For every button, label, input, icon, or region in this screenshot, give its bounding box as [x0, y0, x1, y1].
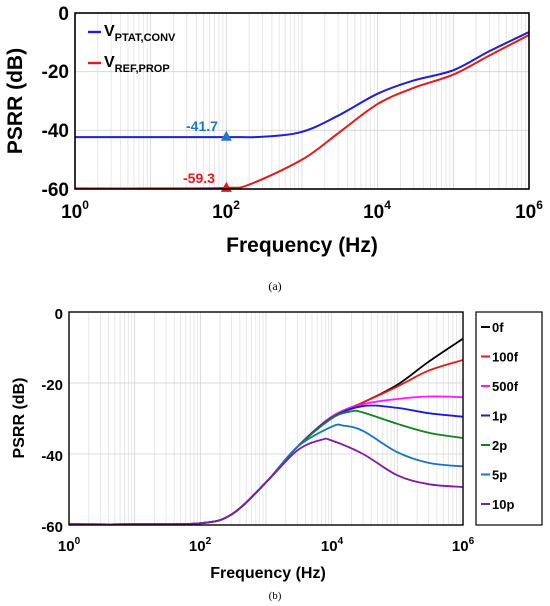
y-tick-label: -60: [42, 180, 69, 201]
y-axis-label: PSRR (dB): [11, 378, 28, 459]
y-tick-label: -40: [42, 121, 69, 142]
legend-label: 0f: [492, 320, 504, 335]
y-tick-label: 0: [55, 306, 63, 323]
x-tick-label: 106: [515, 198, 543, 223]
x-axis-label: Frequency (Hz): [210, 565, 326, 582]
y-tick-label: -60: [41, 519, 63, 536]
legend-label-vptat: VPTAT,CONV: [104, 23, 176, 44]
legend-label-vref: VREF,PROP: [104, 54, 170, 75]
chart-a-frame: [74, 12, 530, 190]
legend-label: 100f: [492, 350, 519, 365]
x-tick-label: 100: [61, 198, 89, 223]
chart-b-legend: 0f 100f 500f 1p 2p 5p 10p: [475, 311, 543, 526]
legend-label: 1p: [492, 409, 507, 424]
y-axis-label: PSRR (dB): [4, 48, 27, 154]
chart-a: VPTAT,CONV VREF,PROP -41.7 -59.3 0 -20 -…: [4, 4, 543, 293]
series-line-0: [74, 31, 530, 139]
chart-a-y-ticks: 0 -20 -40 -60: [42, 4, 69, 201]
chart-b-frame: [68, 311, 464, 526]
y-tick-label: -40: [41, 448, 63, 465]
legend-label: 5p: [492, 468, 507, 483]
legend-label: 2p: [492, 438, 507, 453]
chart-b: 0 -20 -40 -60 100 102 104 106 Frequency …: [11, 306, 543, 602]
series-line-6: [68, 437, 464, 526]
chart-b-grid: [69, 311, 463, 526]
chart-a-legend: VPTAT,CONV VREF,PROP: [88, 23, 176, 75]
x-tick-label: 104: [363, 198, 391, 223]
chart-a-x-ticks: 100 102 104 106: [61, 198, 543, 223]
x-tick-label: 102: [212, 198, 240, 223]
annotation-label: -41.7: [186, 118, 218, 134]
x-tick-label: 100: [58, 536, 81, 555]
x-tick-label: 106: [452, 536, 475, 555]
chart-b-series-lines: [68, 337, 464, 526]
annotation-label: -59.3: [183, 170, 215, 186]
y-tick-label: -20: [42, 62, 69, 83]
chart-b-x-ticks: 100 102 104 106: [58, 536, 475, 555]
x-tick-label: 104: [321, 536, 344, 555]
legend-label: 10p: [492, 497, 514, 512]
chart-a-grid: [75, 12, 529, 190]
annotation-marker: [220, 130, 232, 141]
legend-label: 500f: [492, 379, 519, 394]
x-tick-label: 102: [189, 536, 212, 555]
y-tick-label: -20: [41, 377, 63, 394]
figure-caption: (a): [268, 279, 281, 293]
figure-caption: (b): [269, 590, 282, 602]
y-tick-label: 0: [58, 4, 69, 25]
chart-b-y-ticks: 0 -20 -40 -60: [41, 306, 63, 536]
x-axis-label: Frequency (Hz): [226, 234, 378, 257]
legend-box: [475, 311, 543, 526]
